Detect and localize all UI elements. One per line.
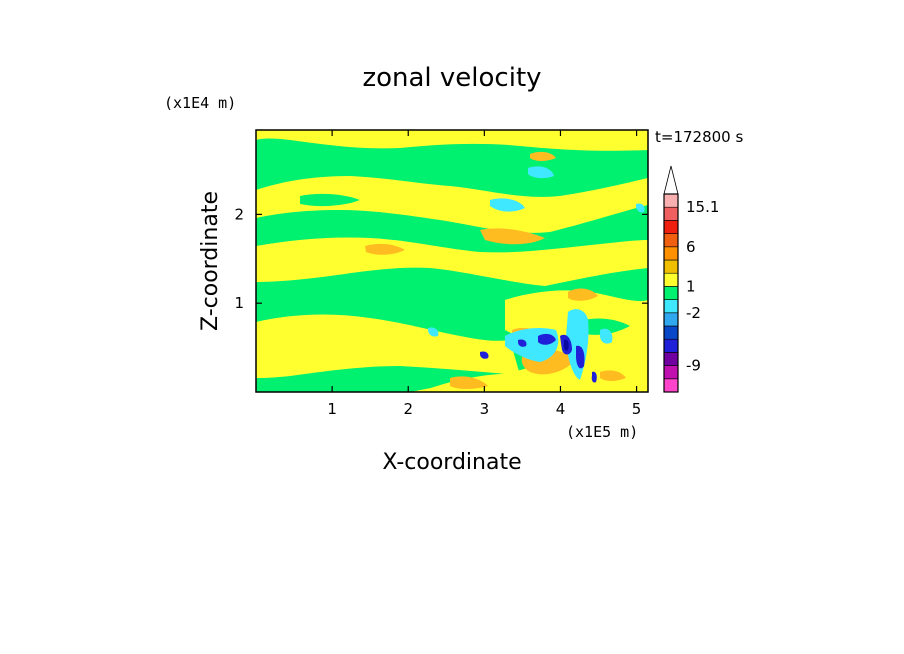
- colorbar-swatch: [663, 325, 679, 340]
- x-axis: 1 2 3 4 5: [327, 130, 641, 418]
- contour-patch-cyan: [636, 203, 645, 213]
- colorbar-swatch: [663, 312, 679, 327]
- y-multiplier-label: (x1E4 m): [164, 94, 236, 112]
- colorbar-swatch: [663, 259, 679, 274]
- contour-band-yellow: [256, 314, 520, 378]
- contour-core-blue: [518, 339, 527, 347]
- x-tick-label: 5: [632, 400, 642, 418]
- x-multiplier-label: (x1E5 m): [566, 423, 638, 441]
- contour-core-blue: [563, 339, 569, 351]
- contour-patch-cyan: [428, 327, 439, 337]
- y-tick-label: 1: [234, 294, 244, 312]
- contour-patch-orange: [365, 243, 405, 255]
- colorbar-label: 15.1: [686, 198, 719, 216]
- colorbar-swatch: [663, 286, 679, 300]
- colorbar-swatch: [663, 378, 679, 393]
- contour-band-yellow: [256, 130, 648, 151]
- x-axis-label: X-coordinate: [382, 450, 521, 475]
- colorbar-swatch: [663, 233, 679, 248]
- colorbar-frame: [663, 193, 679, 393]
- colorbar-label: 1: [686, 277, 696, 295]
- colorbar-swatch: [663, 272, 679, 287]
- contour-island-green: [470, 316, 505, 330]
- contour-patch-orange: [530, 151, 556, 161]
- contour-patch-cyan: [600, 328, 613, 344]
- colorbar-label: -2: [686, 304, 701, 322]
- chart-title: zonal velocity: [362, 63, 541, 93]
- time-label: t=172800 s: [655, 128, 743, 146]
- contour-patch-cyan: [528, 166, 554, 179]
- x-tick-label: 4: [556, 400, 566, 418]
- y-tick-label: 2: [234, 205, 244, 223]
- contour-patch-orange: [600, 370, 626, 381]
- colorbar: -9 -2 1 6 15.1: [663, 165, 719, 393]
- colorbar-swatch: [663, 246, 679, 261]
- colorbar-swatch: [663, 365, 679, 380]
- colorbar-swatch: [663, 206, 679, 221]
- colorbar-label: 6: [686, 238, 696, 256]
- colorbar-swatch: [663, 220, 679, 234]
- colorbar-extend-max: [663, 165, 679, 195]
- x-tick-label: 3: [480, 400, 490, 418]
- contour-island-green: [300, 193, 360, 207]
- contour-core-blue: [576, 345, 585, 369]
- contour-band-yellow: [256, 176, 648, 233]
- colorbar-swatch: [663, 352, 679, 366]
- x-tick-label: 2: [403, 400, 413, 418]
- contour-core-blue: [538, 333, 556, 345]
- colorbar-swatch: [663, 338, 679, 353]
- contour-core-blue: [480, 351, 489, 359]
- contour-field: [256, 130, 648, 392]
- colorbar-label: -9: [686, 357, 701, 375]
- contour-core-blue: [591, 371, 597, 383]
- contour-patch-orange: [480, 228, 545, 245]
- contour-patch-orange: [450, 376, 488, 389]
- plot-frame: [255, 129, 649, 393]
- contour-patch-cyan: [490, 198, 525, 212]
- y-axis: 12: [234, 205, 648, 312]
- contour-patch-orange: [568, 288, 598, 301]
- y-axis-label: Z-coordinate: [198, 191, 223, 331]
- colorbar-swatch: [663, 299, 679, 314]
- contour-island-green: [575, 318, 630, 335]
- colorbar-swatch: [663, 193, 679, 208]
- x-tick-label: 1: [327, 400, 337, 418]
- contour-band-yellow: [256, 237, 648, 286]
